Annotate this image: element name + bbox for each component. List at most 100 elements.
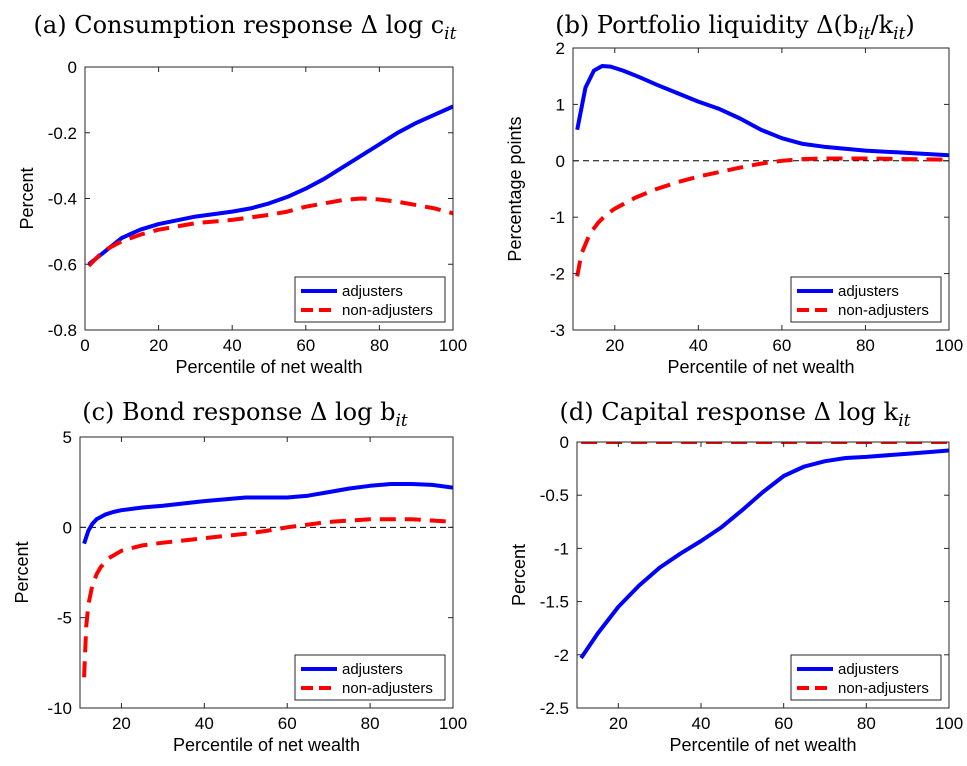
title-prefix: (c) Bond response — [82, 398, 310, 426]
panel-d: (d) Capital response Δ log kit 20 40 60 80 10… — [509, 398, 963, 755]
x-tick-label: 80 — [856, 336, 875, 355]
panel-c: (c) Bond response Δ log bit 20 40 60 80 100 -1… — [12, 398, 467, 755]
legend-label-adjusters: adjusters — [838, 661, 899, 678]
y-tick-label: -0.6 — [48, 255, 77, 274]
x-tick-label: 40 — [223, 336, 242, 355]
x-axis-label: Percentile of net wealth — [173, 735, 360, 755]
legend-label-non-adjusters: non-adjusters — [838, 302, 929, 319]
legend-label-non-adjusters: non-adjusters — [342, 302, 433, 319]
legend-box — [294, 276, 446, 323]
y-tick-label: -2.5 — [540, 699, 569, 718]
x-tick-label: 100 — [935, 336, 963, 355]
series-line-adjusters — [82, 482, 453, 545]
legend-box — [790, 276, 942, 323]
x-tick-label: 40 — [692, 714, 711, 733]
x-tick-label: 80 — [857, 714, 876, 733]
y-axis-label: Percent — [12, 541, 32, 603]
title-math: Δ log c — [361, 11, 445, 39]
y-tick-label: -5 — [57, 609, 72, 628]
x-tick-label: 20 — [112, 714, 131, 733]
x-tick-label: 80 — [370, 336, 389, 355]
y-axis-label: Percent — [509, 544, 529, 606]
legend-box — [790, 654, 942, 701]
y-tick-label: -1 — [550, 208, 565, 227]
title-subscript: it — [898, 411, 910, 431]
series-line-non-adjusters — [82, 517, 453, 678]
x-axis-label: Percentile of net wealth — [669, 735, 856, 755]
y-tick-label: 0 — [560, 433, 569, 452]
y-tick-label: -0.4 — [48, 190, 77, 209]
x-tick-label: 20 — [609, 714, 628, 733]
x-tick-label: 20 — [149, 336, 168, 355]
y-tick-label: -2 — [550, 265, 565, 284]
legend: adjusters non-adjusters — [294, 654, 446, 701]
title-suffix: /k — [871, 11, 894, 39]
panel-title: (a) Consumption response Δ log cit — [34, 11, 457, 44]
y-tick-label: -1.5 — [540, 593, 569, 612]
series-line-non-adjusters — [87, 196, 453, 268]
y-tick-label: -0.2 — [48, 124, 77, 143]
y-tick-label: 0 — [63, 518, 72, 537]
title-math: Δ(b — [816, 11, 858, 39]
legend-label-non-adjusters: non-adjusters — [838, 680, 929, 697]
y-tick-label: 0 — [68, 58, 77, 77]
panel-title: (d) Capital response Δ log kit — [559, 398, 910, 431]
panel-title: (b) Portfolio liquidity Δ(bit/kit) — [555, 11, 915, 44]
legend-label-adjusters: adjusters — [342, 283, 403, 300]
series-line-adjusters — [575, 64, 949, 158]
plot-frame — [79, 436, 454, 709]
legend-label-adjusters: adjusters — [838, 283, 899, 300]
legend: adjusters non-adjusters — [294, 276, 446, 323]
x-tick-label: 80 — [361, 714, 380, 733]
y-tick-label: -10 — [47, 699, 72, 718]
title-prefix: (d) Capital response — [559, 398, 813, 426]
x-tick-label: 60 — [772, 336, 791, 355]
x-tick-label: 0 — [80, 336, 89, 355]
series-line-non-adjusters — [575, 156, 949, 277]
y-tick-label: -3 — [550, 321, 565, 340]
plot-frame — [576, 441, 950, 709]
x-tick-label: 60 — [774, 714, 793, 733]
title-subscript: it — [858, 24, 870, 44]
series-line-adjusters — [579, 448, 949, 660]
x-tick-label: 40 — [689, 336, 708, 355]
title-math: Δ log k — [814, 398, 899, 426]
y-axis-label: Percentage points — [505, 116, 525, 261]
legend-label-adjusters: adjusters — [342, 661, 403, 678]
x-axis-label: Percentile of net wealth — [667, 357, 854, 377]
x-tick-label: 40 — [195, 714, 214, 733]
title-prefix: (a) Consumption response — [34, 11, 361, 39]
title-prefix: (b) Portfolio liquidity — [555, 11, 816, 39]
title-subscript: it — [395, 411, 407, 431]
x-tick-label: 100 — [439, 336, 467, 355]
y-tick-label: 1 — [556, 95, 565, 114]
title-subscript-2: it — [893, 24, 905, 44]
panel-b: (b) Portfolio liquidity Δ(bit/kit)20 40 60… — [505, 11, 963, 377]
x-tick-label: 60 — [296, 336, 315, 355]
x-tick-label: 100 — [439, 714, 467, 733]
y-tick-label: -2 — [554, 646, 569, 665]
y-tick-label: -1 — [554, 539, 569, 558]
legend: adjusters non-adjusters — [790, 654, 942, 701]
y-axis-label: Percent — [17, 167, 37, 229]
title-end: ) — [905, 11, 914, 39]
series-line-adjusters — [87, 104, 453, 266]
x-axis-label: Percentile of net wealth — [175, 357, 362, 377]
y-tick-label: -0.5 — [540, 486, 569, 505]
y-tick-label: -0.8 — [48, 321, 77, 340]
x-tick-label: 60 — [278, 714, 297, 733]
x-tick-label: 100 — [935, 714, 963, 733]
title-subscript: it — [444, 24, 456, 44]
legend-box — [294, 654, 446, 701]
y-tick-label: 5 — [63, 428, 72, 447]
plot-frame — [572, 47, 950, 331]
x-tick-label: 20 — [605, 336, 624, 355]
legend: adjusters non-adjusters — [790, 276, 942, 323]
title-math: Δ log b — [310, 398, 395, 426]
panel-title: (c) Bond response Δ log bit — [82, 398, 408, 431]
y-tick-label: 0 — [556, 152, 565, 171]
y-tick-label: 2 — [556, 39, 565, 58]
panel-a: (a) Consumption response Δ log cit 0 20 40 6… — [17, 11, 467, 377]
legend-label-non-adjusters: non-adjusters — [342, 680, 433, 697]
